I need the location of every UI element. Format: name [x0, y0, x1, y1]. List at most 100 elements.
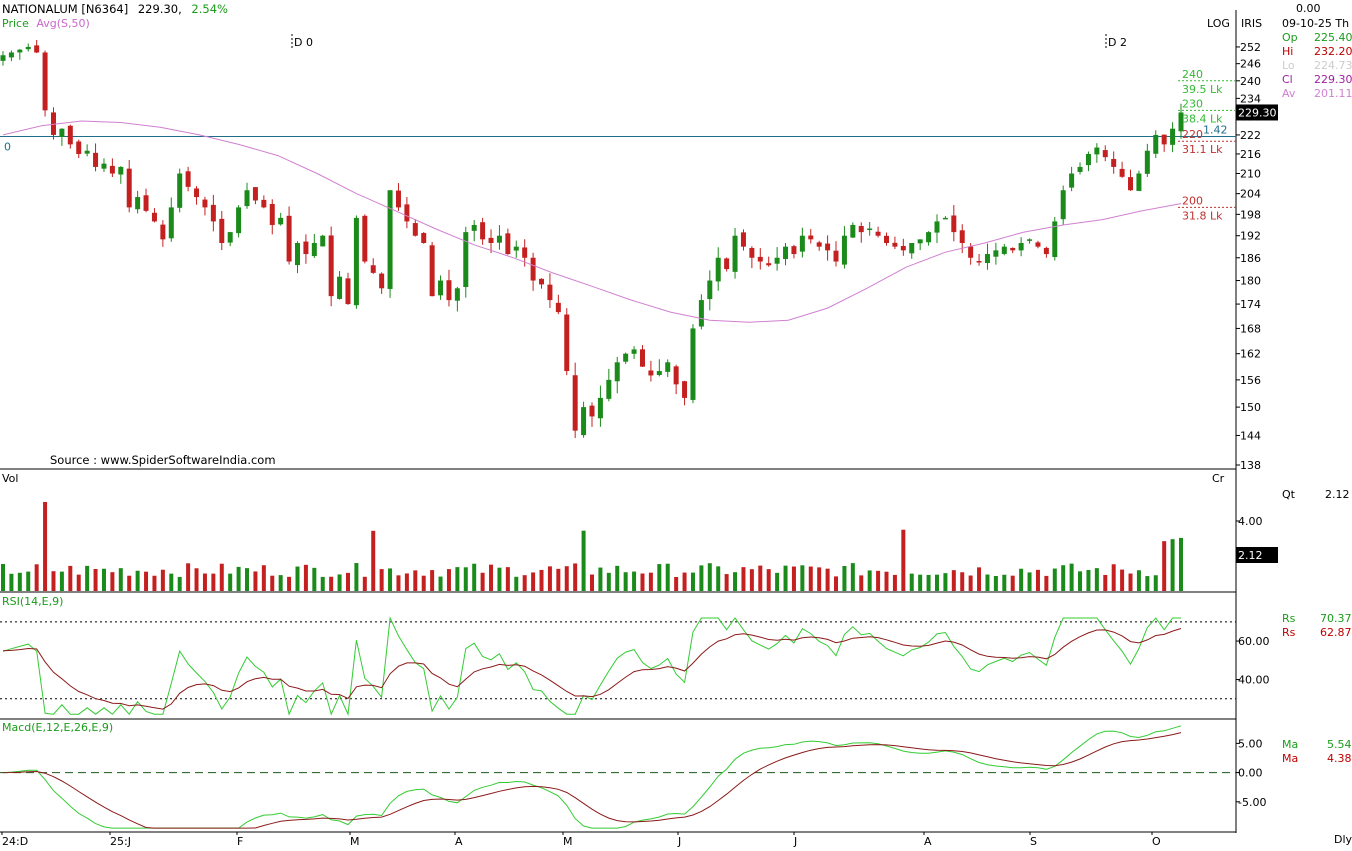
vol-tick-label: 4.00: [1238, 515, 1263, 528]
volume-bar: [160, 569, 165, 591]
volume-bar: [51, 571, 56, 591]
volume-bar: [1162, 541, 1167, 591]
macd-line: [2, 725, 1182, 829]
source-credit: Source : www.SpiderSoftwareIndia.com: [50, 453, 276, 467]
qt-value: 2.12: [1325, 488, 1350, 501]
price-legend: Price: [2, 17, 29, 30]
volume-bar: [396, 575, 401, 591]
log-toggle[interactable]: LOG: [1207, 17, 1230, 30]
volume-bar: [287, 576, 292, 591]
ohlc-label: Hi: [1282, 45, 1294, 58]
x-axis-label: J: [793, 835, 797, 848]
candle-body: [471, 224, 477, 231]
volume-bar: [682, 572, 687, 591]
volume-bar: [1103, 574, 1108, 591]
candle-body: [395, 190, 401, 208]
candle-body: [1027, 239, 1033, 241]
candle-body: [1178, 112, 1184, 132]
candle-body: [194, 188, 200, 198]
price-tick-label: 144: [1240, 429, 1261, 442]
volume-bar: [236, 566, 241, 591]
last-price-label: 229.30: [1238, 106, 1277, 119]
d0-marker: D 0: [294, 36, 313, 49]
volume-bar: [438, 576, 443, 591]
volume-bar: [632, 571, 637, 591]
candle-body: [606, 379, 612, 399]
volume-bar: [556, 568, 561, 591]
volume-bar: [817, 567, 822, 591]
symbol-label[interactable]: NATIONALUM [N6364]: [2, 2, 129, 16]
volume-bar: [480, 572, 485, 591]
volume-bar: [892, 574, 897, 591]
volume-bar: [295, 566, 300, 591]
volume-bar: [909, 573, 914, 591]
macd-value-1: 5.54: [1327, 738, 1352, 751]
x-axis-label: O: [1152, 835, 1161, 848]
legend-row: Price Avg(S,50): [2, 17, 90, 30]
volume-bar: [783, 565, 788, 591]
candle-body: [362, 215, 368, 262]
volume-bar: [590, 574, 594, 591]
candle-body: [951, 215, 957, 233]
candle-body: [959, 230, 965, 243]
candle-body: [1060, 190, 1066, 220]
volume-bar: [648, 572, 653, 591]
candle-body: [791, 246, 797, 255]
volume-bar: [489, 564, 494, 591]
volume-bar: [926, 574, 931, 591]
candle-body: [269, 203, 275, 225]
volume-bar: [724, 574, 729, 591]
ohlc-value: 232.20: [1314, 45, 1352, 58]
volume-bar: [135, 570, 140, 591]
volume-bar: [270, 575, 275, 591]
price-tick-label: 192: [1240, 230, 1261, 243]
volume-bar: [144, 571, 149, 591]
volume-bar: [514, 576, 519, 591]
candle-body: [749, 247, 755, 258]
volume-bar: [127, 575, 132, 591]
iris-label[interactable]: IRIS: [1241, 17, 1263, 30]
price-tick-label: 240: [1240, 75, 1261, 88]
volume-bar: [791, 566, 796, 591]
volume-bar: [110, 572, 115, 591]
candle-body: [783, 246, 789, 260]
candle-body: [101, 163, 107, 169]
volume-bar: [1027, 572, 1032, 591]
candle-body: [438, 280, 444, 296]
candle-body: [539, 278, 545, 285]
price-tick-label: 150: [1240, 401, 1261, 414]
volume-bar: [1002, 574, 1007, 591]
candle-body: [648, 370, 654, 376]
volume-bar: [186, 563, 191, 591]
volume-bar: [1044, 575, 1049, 591]
candle-body: [900, 246, 906, 251]
macd-tick-label: -5.00: [1238, 796, 1266, 809]
candle-body: [572, 375, 578, 431]
candle-body: [252, 187, 258, 201]
volume-bar: [657, 564, 662, 591]
vol-unit: Cr: [1212, 472, 1225, 485]
candle-body: [244, 190, 250, 207]
candle-body: [50, 112, 56, 135]
volume-bar: [1170, 539, 1175, 591]
volume-bar: [362, 576, 367, 591]
volume-bar: [446, 569, 451, 591]
candle-body: [278, 217, 284, 225]
candle-body: [942, 217, 948, 220]
level-qty: 39.5 Lk: [1182, 83, 1223, 96]
volume-bar: [320, 576, 325, 591]
period-label[interactable]: Dly: [1334, 833, 1352, 846]
macd-label-1: Ma: [1282, 738, 1299, 751]
rsi-line: [2, 616, 1181, 717]
candle-body: [833, 250, 839, 262]
candle-body: [623, 353, 629, 362]
candle-body: [799, 235, 805, 252]
candle-body: [715, 257, 721, 282]
candle-body: [555, 302, 561, 313]
rsi-label-2: Rs: [1282, 626, 1296, 639]
candle-body: [1153, 134, 1159, 154]
volume-bar: [1136, 570, 1141, 591]
volume-bar: [741, 567, 746, 591]
last-price-box: [1236, 104, 1278, 121]
